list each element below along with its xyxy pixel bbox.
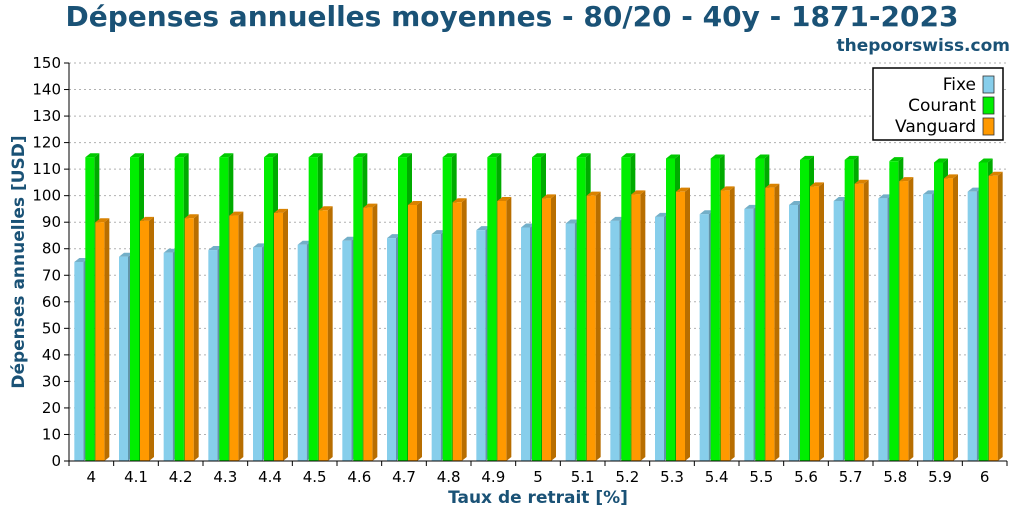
bar-vanguard-5.9	[944, 174, 958, 462]
x-tick-label: 5.8	[883, 468, 907, 486]
y-tick-label: 90	[42, 213, 61, 231]
bar-vanguard-5.6	[810, 182, 824, 461]
chart-title: Dépenses annuelles moyennes - 80/20 - 40…	[65, 0, 959, 33]
bar-vanguard-5.2	[631, 190, 646, 461]
bar-vanguard-4.1	[140, 216, 154, 461]
legend-label: Fixe	[943, 75, 976, 95]
y-tick-label: 10	[42, 425, 61, 443]
x-tick-label: 5.2	[615, 468, 639, 486]
y-tick-label: 60	[42, 293, 61, 311]
x-tick-label: 5.9	[928, 468, 952, 486]
x-tick-label: 5	[533, 468, 543, 486]
y-tick-label: 120	[32, 134, 61, 152]
x-tick-label: 5.5	[749, 468, 773, 486]
x-tick-label: 5.1	[571, 468, 595, 486]
x-tick-label: 6	[980, 468, 990, 486]
x-tick-label: 5.6	[794, 468, 818, 486]
legend-item-vanguard: Vanguard	[895, 117, 995, 137]
x-tick-label: 4.8	[437, 468, 461, 486]
y-tick-label: 100	[32, 187, 61, 205]
bar-vanguard-4.4	[274, 208, 288, 461]
x-tick-label: 4.9	[481, 468, 505, 486]
y-tick-label: 0	[51, 452, 61, 470]
bar-vanguard-5.8	[899, 177, 914, 461]
y-tick-label: 40	[42, 346, 61, 364]
x-tick-label: 5.7	[839, 468, 863, 486]
y-axis-label: Dépenses annuelles [USD]	[9, 135, 29, 388]
bar-vanguard-4.3	[229, 211, 244, 461]
legend-swatch	[982, 96, 995, 115]
y-tick-label: 140	[32, 81, 61, 99]
bar-vanguard-5.7	[854, 179, 869, 461]
legend-item-fixe: Fixe	[943, 75, 995, 95]
y-tick-label: 50	[42, 319, 61, 337]
legend-swatch	[982, 75, 995, 94]
x-tick-label: 4.1	[124, 468, 148, 486]
y-tick-label: 80	[42, 240, 61, 258]
x-tick-label: 4	[87, 468, 97, 486]
y-tick-label: 30	[42, 372, 61, 390]
legend-swatch	[982, 117, 995, 136]
y-tick-label: 70	[42, 266, 61, 284]
bar-vanguard-5.5	[765, 183, 780, 461]
bar-vanguard-4.5	[318, 206, 333, 461]
x-tick-label: 4.2	[169, 468, 193, 486]
legend-label: Courant	[908, 96, 976, 116]
bar-vanguard-6	[988, 171, 1003, 461]
bar-vanguard-5.4	[720, 186, 735, 462]
bar-vanguard-4.7	[408, 200, 422, 461]
bar-vanguard-5.1	[586, 191, 601, 461]
y-tick-label: 150	[32, 54, 61, 72]
x-axis-label: Taux de retrait [%]	[448, 488, 628, 508]
x-tick-label: 5.3	[660, 468, 684, 486]
bar-vanguard-4.8	[452, 198, 467, 462]
bar-vanguard-5	[542, 194, 556, 461]
bar-vanguard-4.6	[363, 203, 378, 461]
y-tick-label: 20	[42, 399, 61, 417]
x-tick-label: 4.7	[392, 468, 416, 486]
x-tick-label: 4.5	[303, 468, 327, 486]
y-tick-label: 130	[32, 107, 61, 125]
y-tick-label: 110	[32, 160, 61, 178]
x-tick-label: 5.4	[705, 468, 729, 486]
bar-vanguard-5.3	[676, 187, 690, 462]
bars	[74, 153, 1003, 462]
x-tick-label: 4.6	[347, 468, 371, 486]
legend-item-courant: Courant	[908, 96, 995, 116]
chart-watermark: thepoorswiss.com	[836, 36, 1011, 56]
x-tick-label: 4.3	[213, 468, 237, 486]
bar-vanguard-4	[95, 218, 110, 461]
legend-box	[872, 67, 1004, 141]
legend-label: Vanguard	[895, 117, 976, 137]
axes: 0 10 20 30 40 50 60 70 80 90 100 110 120 130 140 150 4 4.…	[32, 54, 1008, 486]
bar-vanguard-4.9	[497, 196, 512, 461]
bar-vanguard-4.2	[184, 214, 199, 461]
x-tick-label: 4.4	[258, 468, 282, 486]
